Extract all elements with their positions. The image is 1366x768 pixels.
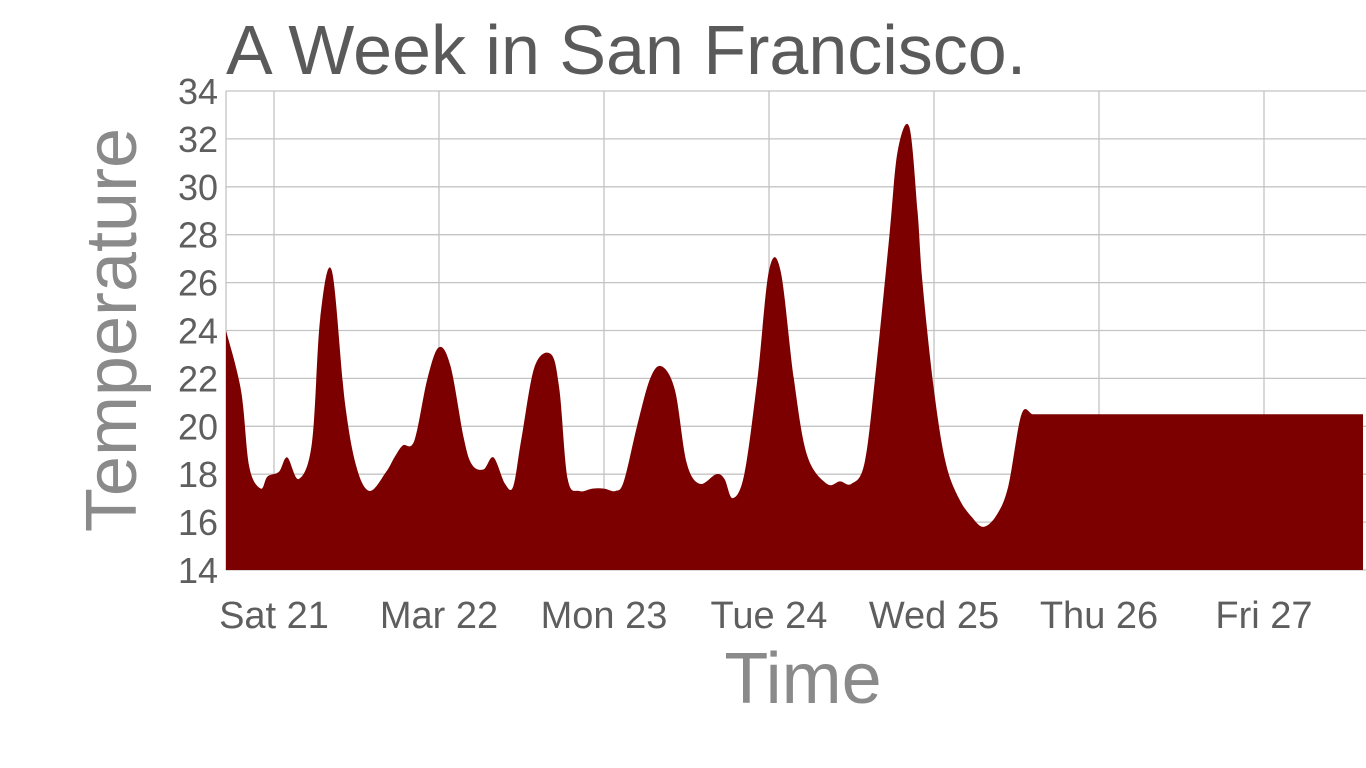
- y-tick-label: 30: [178, 167, 218, 208]
- x-tick-label: Mon 23: [541, 595, 668, 637]
- x-tick-label: Tue 24: [711, 595, 828, 637]
- y-tick-label: 16: [178, 502, 218, 543]
- x-tick-label: Thu 26: [1040, 595, 1158, 637]
- y-tick-label: 24: [178, 311, 218, 352]
- y-tick-label: 14: [178, 550, 218, 591]
- y-tick-label: 34: [178, 71, 218, 112]
- x-axis-ticks: Sat 21 Mar 22 Mon 23 Tue 24 Wed 25 Thu 26 Fri …: [219, 595, 1313, 637]
- x-tick-label: Sat 21: [219, 595, 329, 637]
- y-tick-label: 32: [178, 119, 218, 160]
- x-tick-label: Mar 22: [380, 595, 498, 637]
- y-tick-label: 22: [178, 358, 218, 399]
- temperature-area: [226, 123, 1363, 570]
- chart-title: A Week in San Francisco.: [226, 11, 1026, 89]
- x-axis-label: Time: [724, 639, 881, 719]
- y-axis-ticks: 14 16 18 20 22 24 26 28 30 32 34: [178, 71, 218, 591]
- y-tick-label: 20: [178, 406, 218, 447]
- x-tick-label: Fri 27: [1215, 595, 1312, 637]
- y-axis-label: Temperature: [72, 128, 152, 532]
- x-tick-label: Wed 25: [869, 595, 999, 637]
- y-tick-label: 28: [178, 215, 218, 256]
- y-tick-label: 26: [178, 263, 218, 304]
- y-tick-label: 18: [178, 454, 218, 495]
